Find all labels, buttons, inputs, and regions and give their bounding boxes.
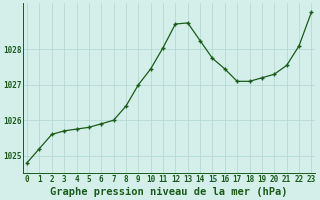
X-axis label: Graphe pression niveau de la mer (hPa): Graphe pression niveau de la mer (hPa)	[51, 186, 288, 197]
